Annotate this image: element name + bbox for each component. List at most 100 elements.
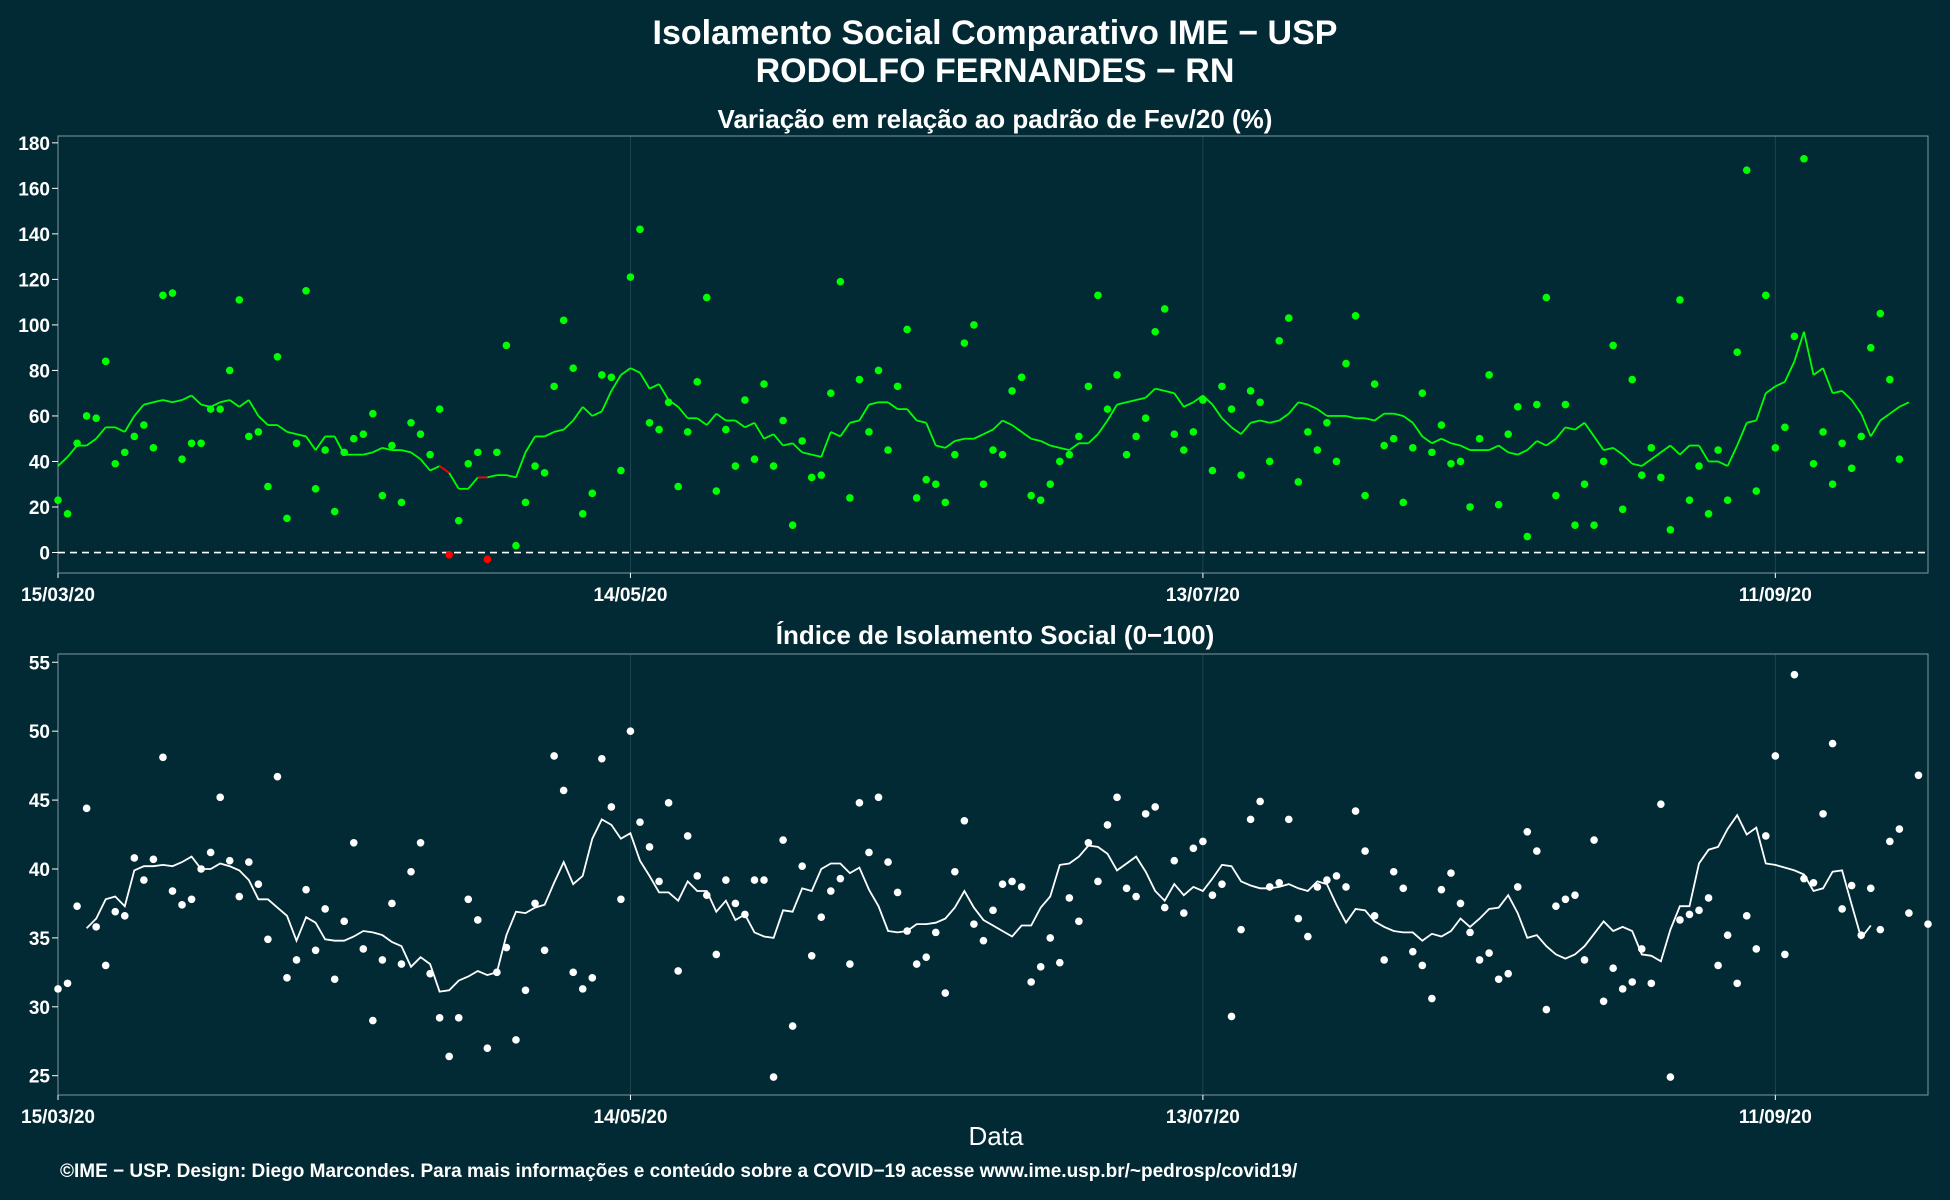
panel2-daily-point-163: [1599, 997, 1608, 1006]
panel1-trend-segment-9: [133, 403, 145, 417]
panel1-daily-point-183: [1790, 332, 1799, 341]
panel1-trend-segment-41: [439, 465, 450, 474]
panel2-daily-point-100: [998, 880, 1007, 888]
panel1-trend-segment-35: [382, 446, 393, 451]
panel1-trend-segment-15: [190, 394, 202, 406]
panel1-trend-segment-97: [973, 433, 984, 440]
panel2-daily-point-58: [598, 754, 606, 763]
panel1-trend-segment-12: [162, 399, 173, 404]
panel1-x-tick-label-4: 11/09/20: [1739, 585, 1812, 606]
panel2-daily-point-44: [464, 895, 473, 904]
panel1-daily-point-92: [922, 475, 931, 484]
panel1-daily-point-120: [1189, 428, 1198, 436]
panel1-trend-segment-64: [658, 383, 670, 401]
panel1-daily-point-24: [273, 352, 282, 361]
panel2-daily-point-160: [1571, 891, 1579, 899]
panel1-daily-point-21: [245, 432, 253, 441]
panel1-daily-point-87: [874, 366, 883, 375]
panel1-trend-segment-192: [1879, 412, 1891, 422]
panel1-trend-segment-125: [1240, 422, 1252, 435]
panel2-daily-point-86: [865, 848, 873, 857]
panel2-y-tick-label-40: 40: [29, 860, 50, 881]
panel1-trend-segment-175: [1717, 460, 1729, 467]
panel1-trend-segment-4: [86, 437, 97, 447]
panel2-daily-point-20: [235, 892, 244, 901]
panel2-daily-point-60: [617, 895, 625, 904]
panel1-trend-segment-10: [143, 401, 154, 406]
panel1-trend-segment-116: [1154, 387, 1165, 392]
panel1-daily-point-41: [435, 405, 444, 413]
panel1-daily-point-81: [817, 471, 826, 479]
panel1-daily-point-23: [264, 482, 272, 491]
panel2-daily-point-194: [1895, 825, 1904, 833]
panel2-daily-point-1: [54, 985, 62, 993]
panel1-daily-point-134: [1323, 418, 1331, 427]
panel1-daily-point-144: [1418, 389, 1427, 397]
panel1-trend-segment-66: [677, 406, 689, 419]
panel1-trend-segment-155: [1526, 440, 1538, 451]
panel1-trend-segment-101: [1011, 424, 1023, 433]
panel1-trend-segment-113: [1126, 399, 1137, 404]
panel1-trend-segment-173: [1698, 445, 1710, 462]
panel2-daily-point-43: [454, 1014, 463, 1022]
panel2-daily-point-122: [1208, 891, 1217, 899]
panel2-daily-point-33: [359, 945, 368, 953]
panel2-daily-point-111: [1103, 821, 1112, 829]
panel2-daily-point-120: [1189, 844, 1198, 853]
panel2-daily-point-121: [1199, 837, 1207, 846]
panel2-daily-point-35: [378, 956, 387, 964]
panel1-frame: [57, 135, 1929, 574]
panel2-daily-point-107: [1065, 894, 1074, 902]
panel2-daily-point-49: [512, 1036, 520, 1044]
panel1-daily-point-89: [893, 382, 902, 391]
panel1-trend-segment-26: [296, 433, 307, 438]
panel1-trend-segment-16: [200, 403, 211, 408]
panel1-daily-point-153: [1504, 430, 1513, 438]
panel1-trend-segment-180: [1765, 385, 1776, 394]
panel1-trend-segment-2: [66, 444, 78, 458]
panel1-daily-point-32: [349, 434, 358, 443]
panel2-daily-point-105: [1046, 934, 1055, 942]
panel1-trend-segment-95: [954, 437, 965, 442]
panel1-trend-segment-146: [1441, 437, 1452, 445]
panel1-trend-segment-191: [1869, 420, 1882, 437]
panel1-trend-segment-102: [1021, 431, 1032, 440]
panel2-daily-point-64: [655, 877, 663, 886]
panel1-daily-point-10: [140, 421, 148, 429]
panel1-trend-segment-18: [219, 399, 230, 404]
panel2-daily-point-146: [1437, 885, 1446, 894]
panel1-trend-segment-110: [1097, 419, 1109, 435]
panel1-daily-point-61: [626, 273, 635, 281]
panel2-daily-point-187: [1828, 739, 1837, 748]
panel1-daily-point-132: [1304, 428, 1312, 436]
panel2-daily-point-197: [1924, 920, 1932, 928]
panel1-daily-point-78: [788, 521, 797, 530]
panel1-trend-segment-179: [1755, 392, 1767, 421]
panel1-daily-point-59: [607, 373, 616, 382]
panel2-title: Índice de Isolamento Social (0−100): [776, 620, 1215, 650]
panel1-trend-segment-126: [1250, 419, 1261, 424]
panel2-daily-point-45: [473, 916, 482, 924]
panel1-trend-segment-131: [1298, 401, 1309, 406]
panel1-trend-segment-62: [639, 372, 651, 390]
panel1-daily-point-161: [1580, 480, 1589, 489]
panel2-daily-point-2: [63, 979, 72, 988]
panel2-daily-point-142: [1399, 884, 1408, 893]
panel2-daily-point-93: [931, 928, 940, 937]
panel2-daily-point-13: [168, 887, 177, 895]
panel1-trend-segment-5: [95, 426, 107, 440]
panel1-daily-point-140: [1380, 441, 1388, 450]
panel1-daily-point-94: [941, 498, 950, 507]
panel1-daily-point-30: [330, 507, 339, 516]
panel2-daily-point-37: [397, 960, 406, 968]
panel1-trend-segment-100: [1002, 419, 1013, 426]
panel1-daily-point-39: [416, 430, 425, 438]
panel1-trend-segment-120: [1192, 394, 1204, 404]
panel1-trend-segment-141: [1393, 412, 1404, 417]
panel1-daily-point-11: [149, 444, 158, 452]
panel1-daily-point-33: [359, 430, 368, 438]
panel1-daily-point-73: [741, 396, 749, 404]
panel1-daily-point-74: [750, 455, 759, 463]
panel1-y-tick-label-0: 0: [39, 544, 50, 565]
panel1-trend-segment-148: [1460, 444, 1471, 451]
